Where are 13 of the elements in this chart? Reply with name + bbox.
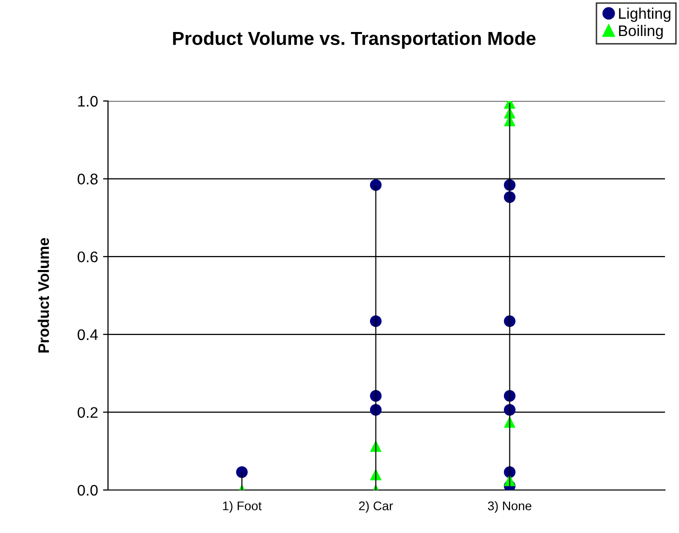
chart-title: Product Volume vs. Transportation Mode — [173, 31, 536, 49]
y-tick-label: 0.6 — [78, 251, 98, 262]
y-tick-label: 1.0 — [78, 96, 98, 107]
x-tick-label: 1) Foot — [223, 501, 262, 513]
x-tick-label: 3) None — [488, 501, 532, 513]
y-axis-title: Product Volume — [38, 238, 50, 352]
x-tick-label: 2) Car — [359, 501, 393, 513]
y-tick-label: 0.4 — [78, 329, 98, 340]
legend-label: Lighting — [619, 8, 670, 22]
legend-label: Boiling — [619, 24, 663, 40]
y-tick-label: 0.0 — [78, 484, 98, 496]
y-tick-label: 0.2 — [78, 407, 98, 418]
y-tick-label: 0.8 — [78, 174, 98, 184]
